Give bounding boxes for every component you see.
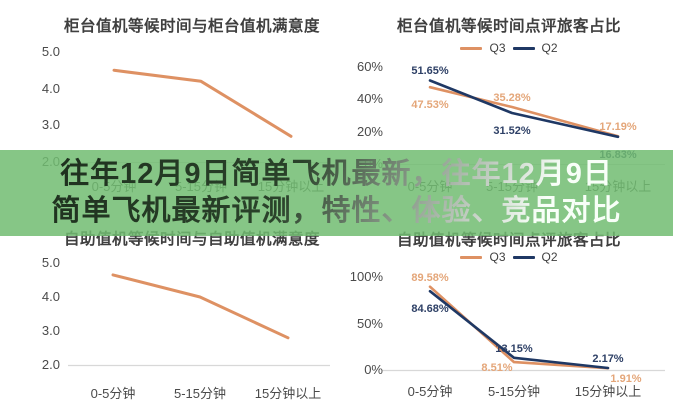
y-tick-label: 3.0 <box>41 117 60 133</box>
q2-series-line <box>428 289 610 370</box>
legend-q2-line-icon <box>512 46 535 50</box>
legend-q3-line-icon <box>460 255 483 259</box>
y-tick-label: 5.0 <box>41 255 60 270</box>
legend-q3-line-icon <box>460 46 483 50</box>
y-tick-label: 40% <box>356 91 383 107</box>
chart-title-counter-wait-vs-satisfaction: 柜台值机等候时间与柜台值机满意度 <box>63 18 320 35</box>
q3-series-line <box>428 85 620 138</box>
y-tick-label: 0% <box>364 362 383 377</box>
y-tick-label: 60% <box>356 59 383 74</box>
data-point-label: 2.17% <box>592 352 624 365</box>
data-point-label: 47.53% <box>411 99 449 112</box>
headline-line-1: 往年12月9日简单飞机最新，往年12月9日 <box>60 158 613 190</box>
legend-q2-label: Q2 <box>541 250 558 264</box>
satisfaction-series-line <box>111 273 290 340</box>
headline-text: 往年12月9日简单飞机最新，往年12月9日 简单飞机最新评测，特性、体验、竞品对… <box>51 150 621 230</box>
q3-series-line <box>428 285 610 370</box>
y-tick-label: 50% <box>356 315 383 331</box>
y-tick-label: 3.0 <box>41 323 60 338</box>
x-category-label: 5-15分钟 <box>173 386 227 400</box>
chart-title-counter-wait-passenger-share: 柜台值机等候时间点评旅客占比 <box>396 18 621 35</box>
data-point-label: 89.58% <box>411 271 449 284</box>
legend-q2-line-icon <box>512 255 535 259</box>
headline-banner-overlay: 往年12月9日简单飞机最新，往年12月9日 简单飞机最新评测，特性、体验、竞品对… <box>0 150 673 236</box>
y-tick-label: 4.0 <box>41 289 60 304</box>
legend-counter-chart: Q3 Q2 <box>354 41 664 55</box>
data-point-label: 51.65% <box>411 65 449 78</box>
y-tick-label: 100% <box>349 269 383 284</box>
satisfaction-series-line <box>112 68 293 138</box>
x-category-label: 5-15分钟 <box>487 384 541 399</box>
x-category-label: 15分钟以上 <box>574 384 642 399</box>
legend-q2-label: Q2 <box>541 41 558 55</box>
data-point-label: 31.52% <box>493 125 531 138</box>
data-point-label: 8.51% <box>481 362 513 375</box>
x-category-label: 15分钟以上 <box>254 386 322 400</box>
y-tick-label: 4.0 <box>41 80 60 96</box>
x-category-label: 0-5分钟 <box>90 386 136 400</box>
legend-q3-label: Q3 <box>489 41 506 55</box>
chart-title-selfservice-wait-passenger-share: 自助值机等候时间点评旅客占比 <box>396 232 621 249</box>
data-point-label: 17.19% <box>599 121 637 134</box>
data-point-label: 13.15% <box>495 342 533 355</box>
legend-selfservice-chart: Q3 Q2 <box>354 250 664 264</box>
data-point-label: 1.91% <box>610 373 642 386</box>
headline-line-2: 简单飞机最新评测，特性、体验、竞品对比 <box>51 195 622 227</box>
data-point-label: 84.68% <box>411 303 449 316</box>
x-category-label: 0-5分钟 <box>407 384 453 399</box>
q2-series-line <box>428 79 620 139</box>
legend-q3-label: Q3 <box>489 250 506 264</box>
y-tick-label: 5.0 <box>41 44 60 59</box>
y-tick-label: 20% <box>356 123 383 139</box>
y-tick-label: 2.0 <box>41 357 60 372</box>
data-point-label: 35.28% <box>493 91 531 104</box>
